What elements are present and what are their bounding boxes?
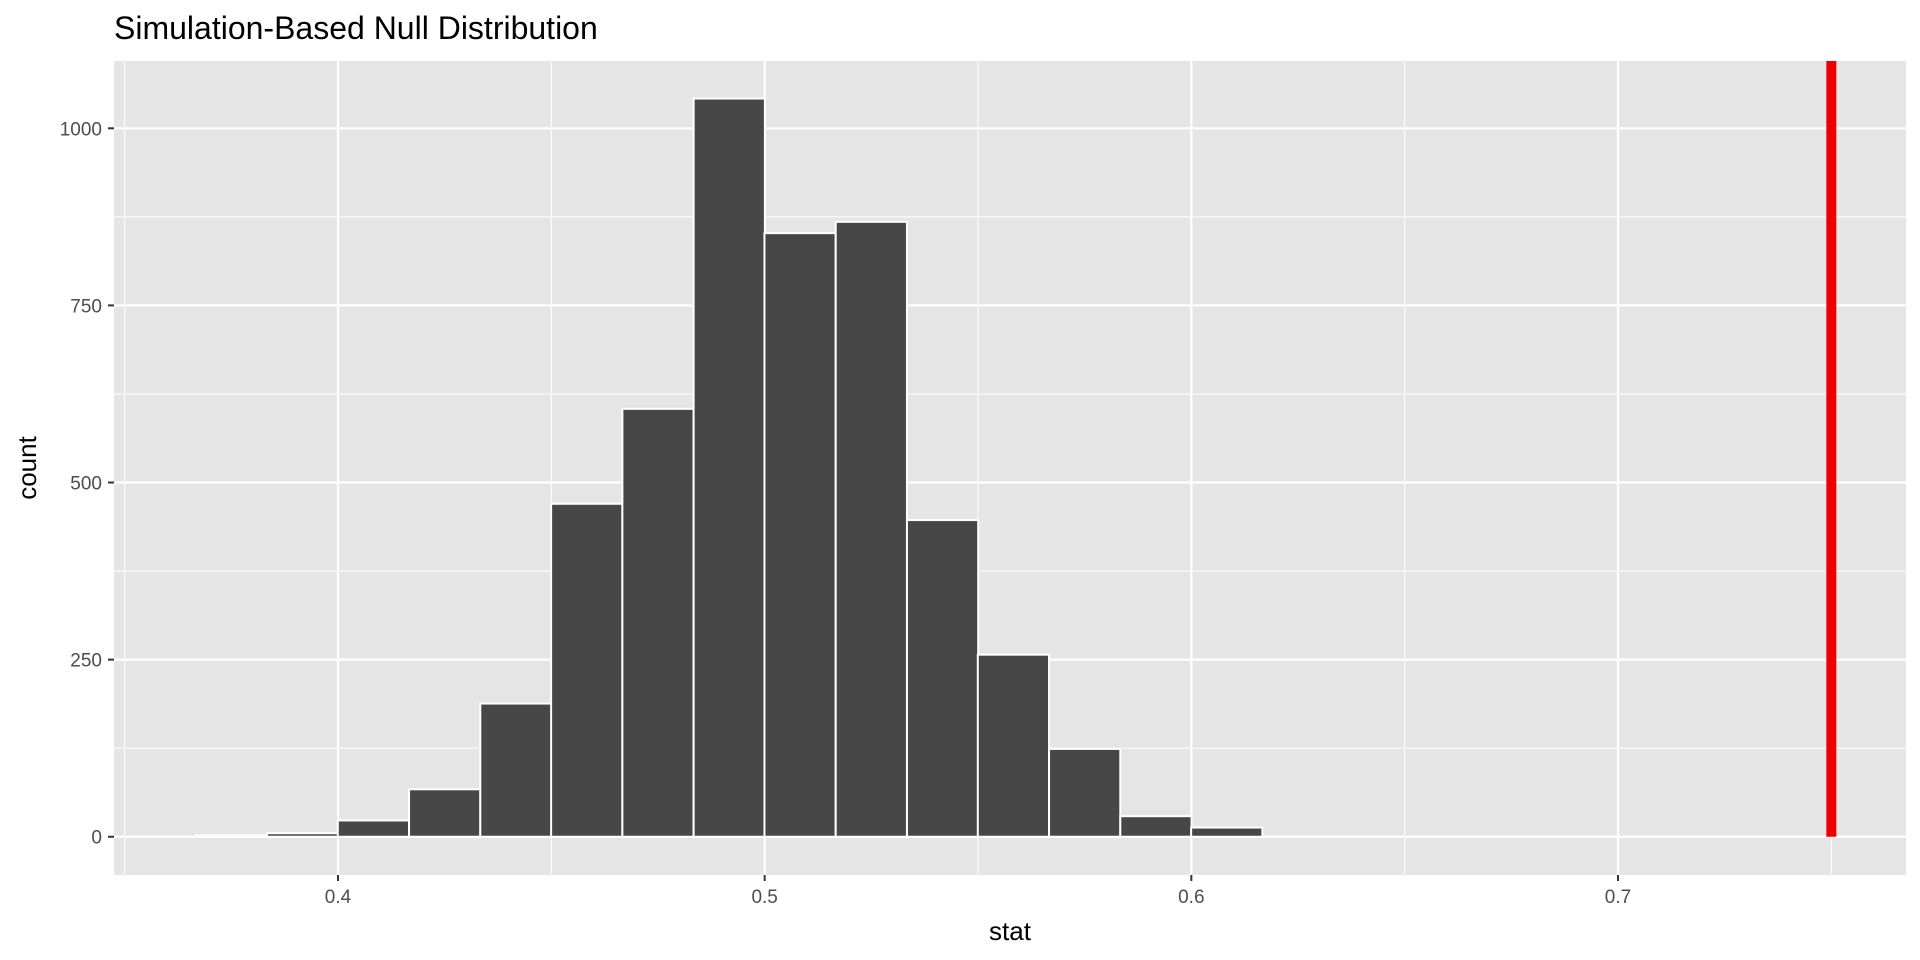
histogram-bar	[1048, 747, 1122, 838]
histogram-bar	[194, 834, 268, 838]
histogram-bar	[265, 832, 340, 838]
x-tick-label: 0.7	[1605, 887, 1631, 908]
histogram-bar	[976, 653, 1051, 838]
histogram-bar	[479, 702, 553, 838]
histogram-bar	[763, 232, 837, 838]
x-tick-label: 0.5	[751, 887, 777, 908]
histogram-bar	[621, 407, 695, 838]
histogram-bar	[336, 819, 411, 838]
histogram-bar	[834, 220, 908, 838]
histogram-bar	[692, 97, 766, 838]
histogram-bar	[1190, 826, 1264, 838]
x-tick-label: 0.6	[1178, 887, 1204, 908]
y-axis-title: count	[12, 435, 42, 499]
y-tick-label: 250	[70, 651, 102, 672]
histogram-bars	[194, 97, 1264, 838]
observed-stat-line	[1826, 61, 1837, 837]
histogram-bar	[1119, 815, 1193, 838]
x-tick-label: 0.4	[325, 887, 352, 908]
x-axis: 0.4 0.5 0.6 0.7	[325, 875, 1631, 908]
x-axis-title: stat	[989, 916, 1032, 946]
histogram-bar	[905, 519, 980, 838]
histogram-bar	[408, 788, 482, 838]
chart-title: Simulation-Based Null Distribution	[114, 10, 598, 46]
histogram-bar	[550, 502, 624, 838]
y-tick-label: 750	[70, 296, 102, 317]
observed-stat-layer	[1826, 61, 1837, 837]
y-tick-label: 1000	[60, 119, 102, 140]
y-tick-label: 500	[70, 474, 102, 495]
y-tick-label: 0	[91, 828, 102, 849]
y-axis: 0 250 500 750 1000	[60, 119, 114, 849]
